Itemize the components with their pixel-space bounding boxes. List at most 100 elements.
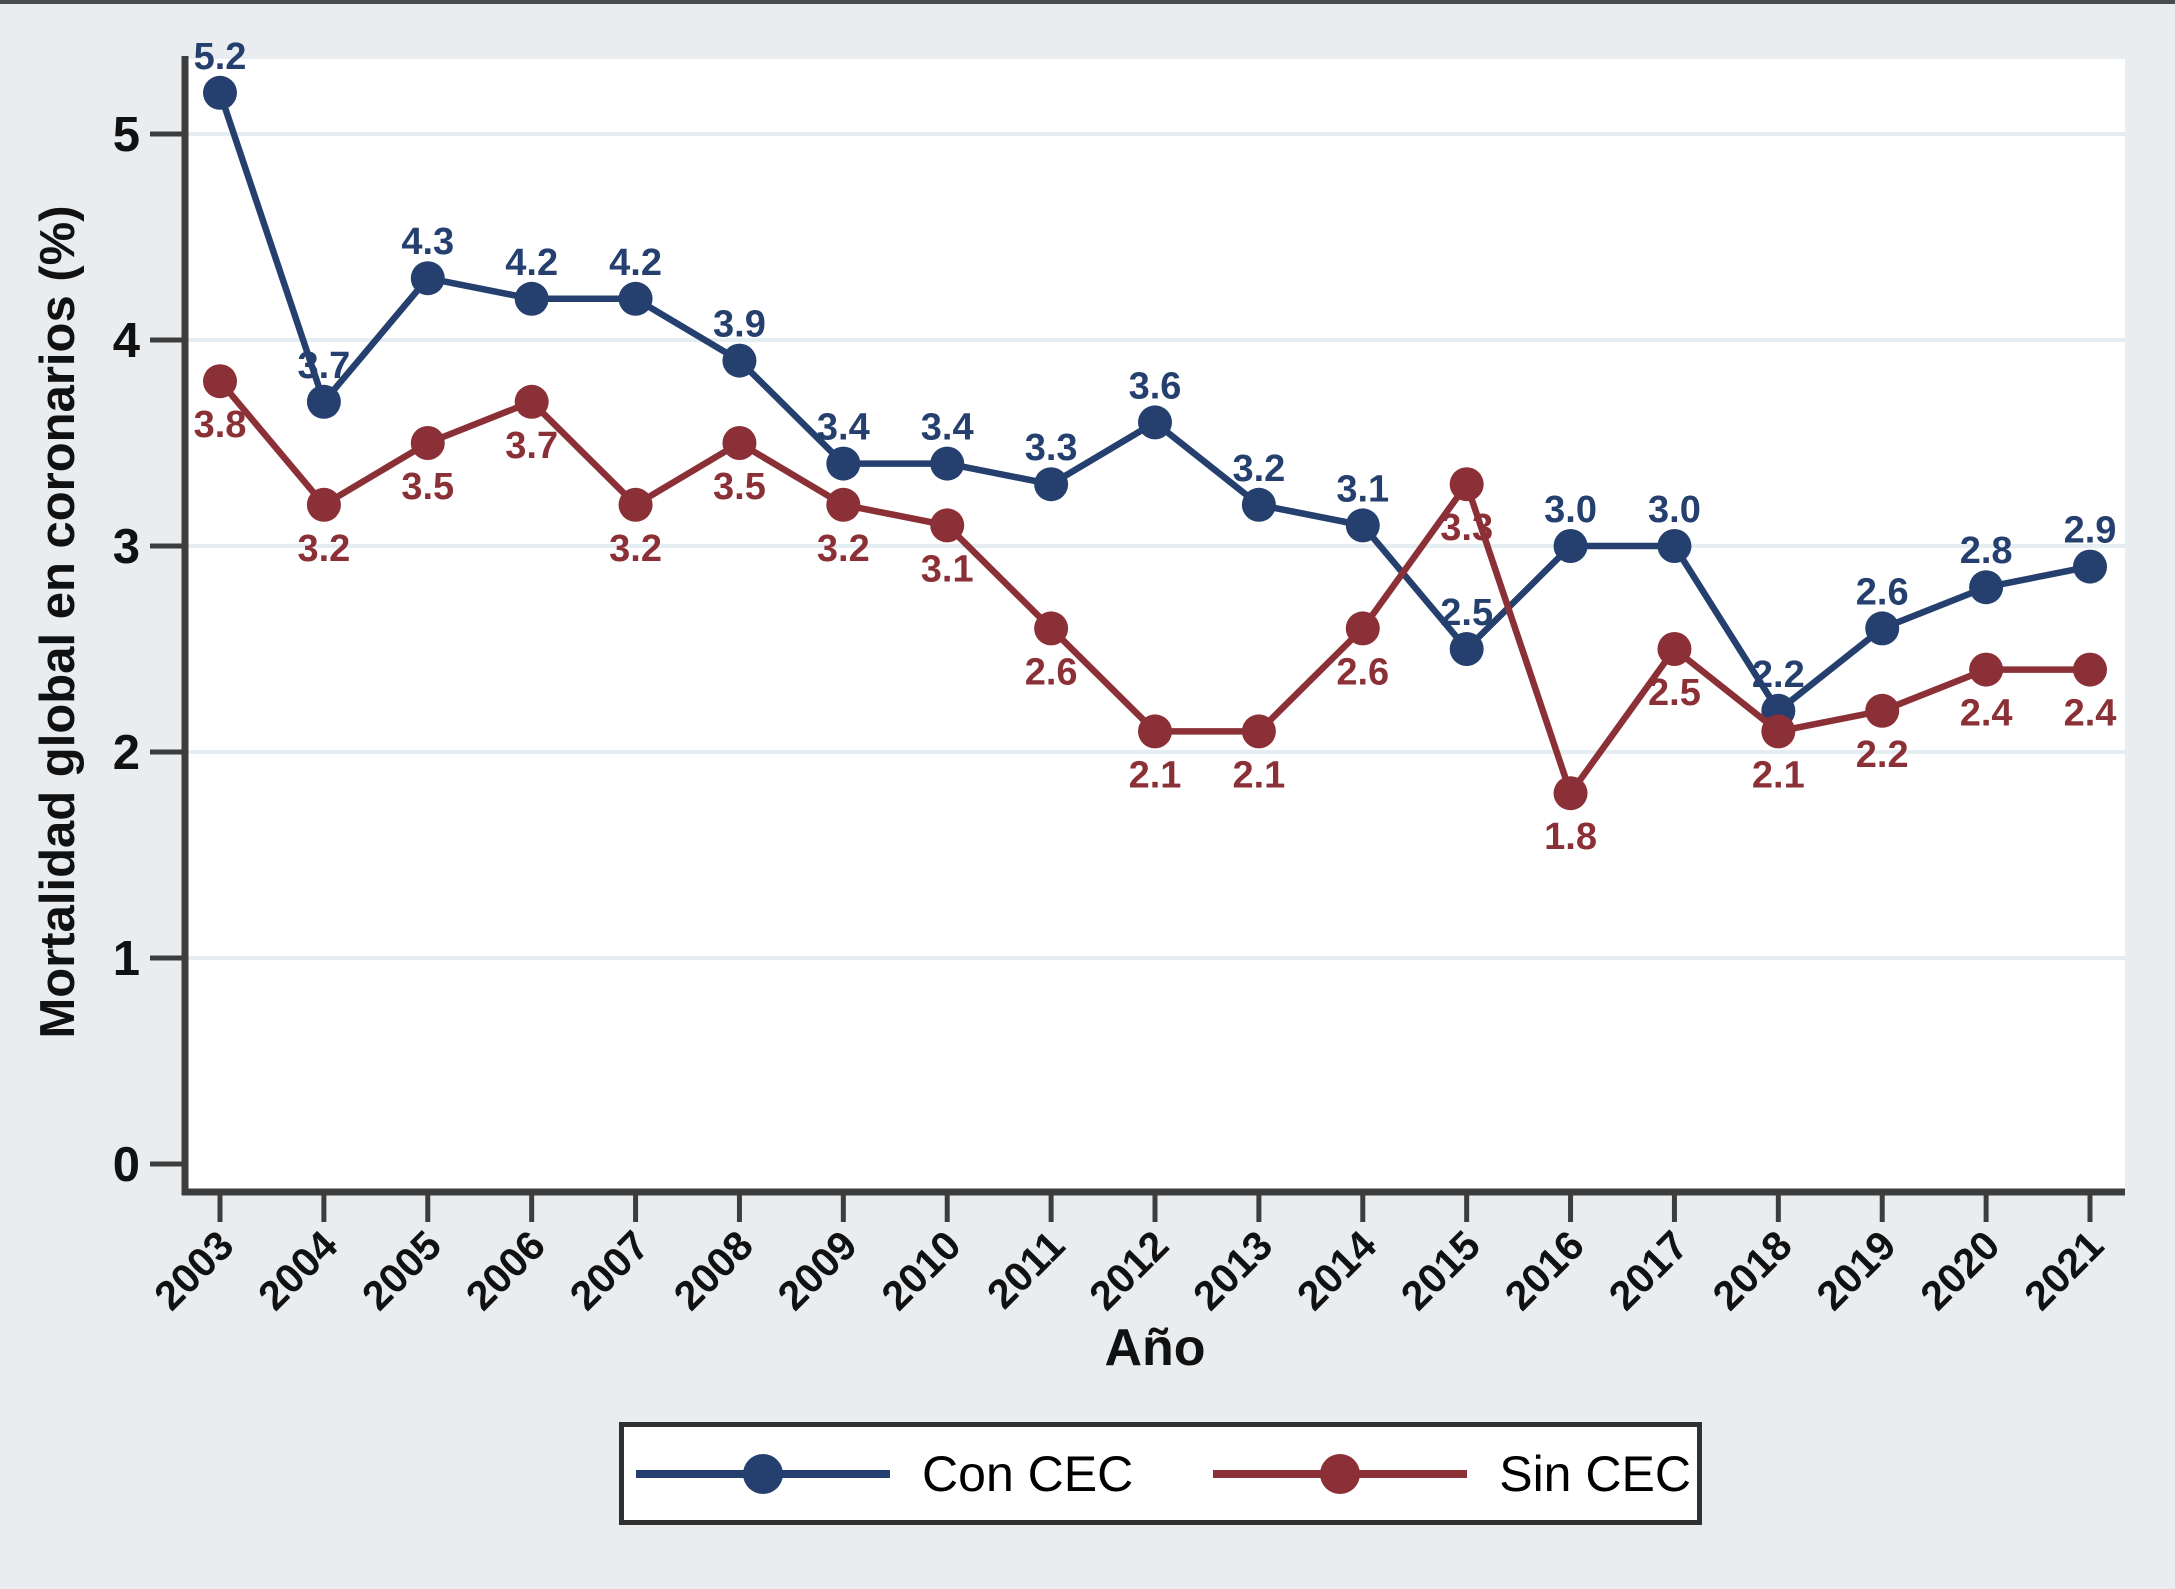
data-point-sin-cec-2016 — [1553, 776, 1588, 811]
data-point-con-cec-2004 — [306, 384, 341, 419]
data-point-sin-cec-2017 — [1657, 632, 1692, 666]
x-tick-label-2017: 2017 — [1600, 1222, 1697, 1319]
x-tick-label-2020: 2020 — [1911, 1222, 2008, 1319]
data-label-con-cec-2011: 3.3 — [1025, 427, 1078, 469]
y-tick-label-4: 4 — [113, 314, 140, 368]
x-tick-label-2011: 2011 — [978, 1222, 1073, 1317]
data-point-sin-cec-2011 — [1034, 611, 1069, 646]
data-point-con-cec-2006 — [514, 281, 549, 316]
data-label-sin-cec-2004: 3.2 — [297, 528, 350, 570]
legend-item-sin-cec: Sin CEC — [1207, 1442, 1691, 1506]
data-point-sin-cec-2021 — [2073, 652, 2107, 687]
data-label-con-cec-2006: 4.2 — [505, 242, 558, 284]
data-point-con-cec-2020 — [1969, 570, 2004, 605]
x-tick-label-2003: 2003 — [145, 1222, 242, 1319]
data-label-sin-cec-2008: 3.5 — [713, 466, 766, 508]
data-point-con-cec-2011 — [1034, 467, 1069, 502]
x-tick-label-2014: 2014 — [1288, 1222, 1385, 1319]
data-label-sin-cec-2020: 2.4 — [1960, 693, 2013, 735]
data-label-con-cec-2007: 4.2 — [609, 242, 662, 284]
data-label-sin-cec-2018: 2.1 — [1752, 754, 1805, 796]
data-point-sin-cec-2012 — [1138, 714, 1172, 749]
data-label-con-cec-2008: 3.9 — [713, 304, 766, 346]
data-point-sin-cec-2015 — [1449, 467, 1484, 502]
data-label-con-cec-2014: 3.1 — [1336, 468, 1389, 510]
data-label-sin-cec-2019: 2.2 — [1856, 734, 1909, 776]
data-label-con-cec-2017: 3.0 — [1648, 489, 1701, 531]
data-label-sin-cec-2015: 3.3 — [1440, 507, 1493, 549]
data-label-sin-cec-2010: 3.1 — [921, 548, 974, 590]
x-tick-label-2015: 2015 — [1392, 1222, 1489, 1319]
data-point-sin-cec-2009 — [826, 487, 861, 522]
y-tick-label-1: 1 — [113, 932, 140, 986]
data-point-sin-cec-2006 — [514, 384, 549, 419]
data-point-con-cec-2013 — [1241, 487, 1276, 522]
data-point-sin-cec-2005 — [410, 426, 445, 460]
data-point-sin-cec-2007 — [618, 487, 653, 522]
con-cec-line-marker-swatch — [636, 1453, 891, 1494]
data-point-con-cec-2010 — [930, 446, 965, 481]
x-tick-label-2008: 2008 — [665, 1222, 762, 1319]
x-tick-label-2021: 2021 — [2015, 1222, 2112, 1319]
data-point-con-cec-2019 — [1865, 611, 1900, 646]
x-tick-label-2019: 2019 — [1808, 1222, 1905, 1319]
data-point-con-cec-2003 — [203, 75, 237, 110]
data-point-sin-cec-2008 — [722, 426, 757, 460]
data-point-sin-cec-2003 — [203, 364, 237, 399]
data-point-sin-cec-2014 — [1345, 611, 1380, 646]
data-label-con-cec-2012: 3.6 — [1129, 365, 1182, 407]
data-label-con-cec-2003: 5.2 — [194, 36, 247, 78]
legend-item-con-cec: Con CEC — [630, 1442, 1133, 1506]
data-label-con-cec-2005: 4.3 — [401, 221, 454, 263]
plot-area — [185, 59, 2125, 1192]
data-label-con-cec-2015: 2.5 — [1440, 592, 1493, 634]
x-tick-label-2016: 2016 — [1496, 1222, 1593, 1319]
y-tick-label-0: 0 — [113, 1138, 140, 1192]
data-label-sin-cec-2007: 3.2 — [609, 528, 662, 570]
data-point-con-cec-2015 — [1449, 632, 1484, 666]
x-tick-label-2018: 2018 — [1704, 1222, 1801, 1319]
x-tick-label-2009: 2009 — [769, 1222, 866, 1319]
data-point-sin-cec-2020 — [1969, 652, 2004, 687]
data-label-sin-cec-2021: 2.4 — [2064, 693, 2117, 735]
legend-label-sin-cec: Sin CEC — [1499, 1445, 1691, 1502]
y-tick-label-3: 3 — [113, 520, 140, 574]
x-axis-title: Año — [1104, 1319, 1206, 1377]
data-label-sin-cec-2006: 3.7 — [505, 425, 558, 467]
legend: Con CEC Sin CEC — [619, 1422, 1702, 1525]
data-point-sin-cec-2019 — [1865, 693, 1900, 728]
data-point-con-cec-2016 — [1553, 529, 1588, 563]
sin-cec-line-marker-swatch — [1213, 1453, 1468, 1494]
x-tick-label-2005: 2005 — [353, 1222, 450, 1319]
data-label-sin-cec-2014: 2.6 — [1336, 651, 1389, 693]
data-label-sin-cec-2013: 2.1 — [1232, 754, 1285, 796]
x-tick-label-2007: 2007 — [561, 1222, 658, 1319]
data-point-sin-cec-2004 — [306, 487, 341, 522]
data-point-sin-cec-2010 — [930, 508, 965, 543]
data-label-sin-cec-2011: 2.6 — [1025, 651, 1078, 693]
data-point-con-cec-2007 — [618, 281, 653, 316]
data-label-con-cec-2019: 2.6 — [1856, 571, 1909, 613]
data-point-con-cec-2009 — [826, 446, 861, 481]
data-label-sin-cec-2017: 2.5 — [1648, 672, 1701, 714]
data-label-con-cec-2018: 2.2 — [1752, 654, 1805, 696]
data-point-con-cec-2012 — [1138, 405, 1172, 440]
data-label-con-cec-2021: 2.9 — [2064, 510, 2117, 552]
data-label-con-cec-2009: 3.4 — [817, 407, 870, 449]
y-tick-label-5: 5 — [113, 108, 140, 162]
x-tick-label-2004: 2004 — [249, 1222, 346, 1319]
y-axis-title: Mortalidad global en coronarios (%) — [31, 205, 85, 1039]
data-label-con-cec-2013: 3.2 — [1232, 448, 1285, 490]
data-label-sin-cec-2016: 1.8 — [1544, 816, 1597, 858]
x-tick-label-2006: 2006 — [457, 1222, 554, 1319]
x-tick-label-2013: 2013 — [1184, 1222, 1281, 1319]
data-label-sin-cec-2003: 3.8 — [194, 404, 247, 446]
data-point-sin-cec-2013 — [1241, 714, 1276, 749]
x-tick-label-2010: 2010 — [873, 1222, 970, 1319]
data-point-con-cec-2014 — [1345, 508, 1380, 543]
y-tick-label-2: 2 — [113, 726, 140, 780]
data-point-con-cec-2017 — [1657, 529, 1692, 563]
data-point-con-cec-2021 — [2073, 549, 2107, 584]
